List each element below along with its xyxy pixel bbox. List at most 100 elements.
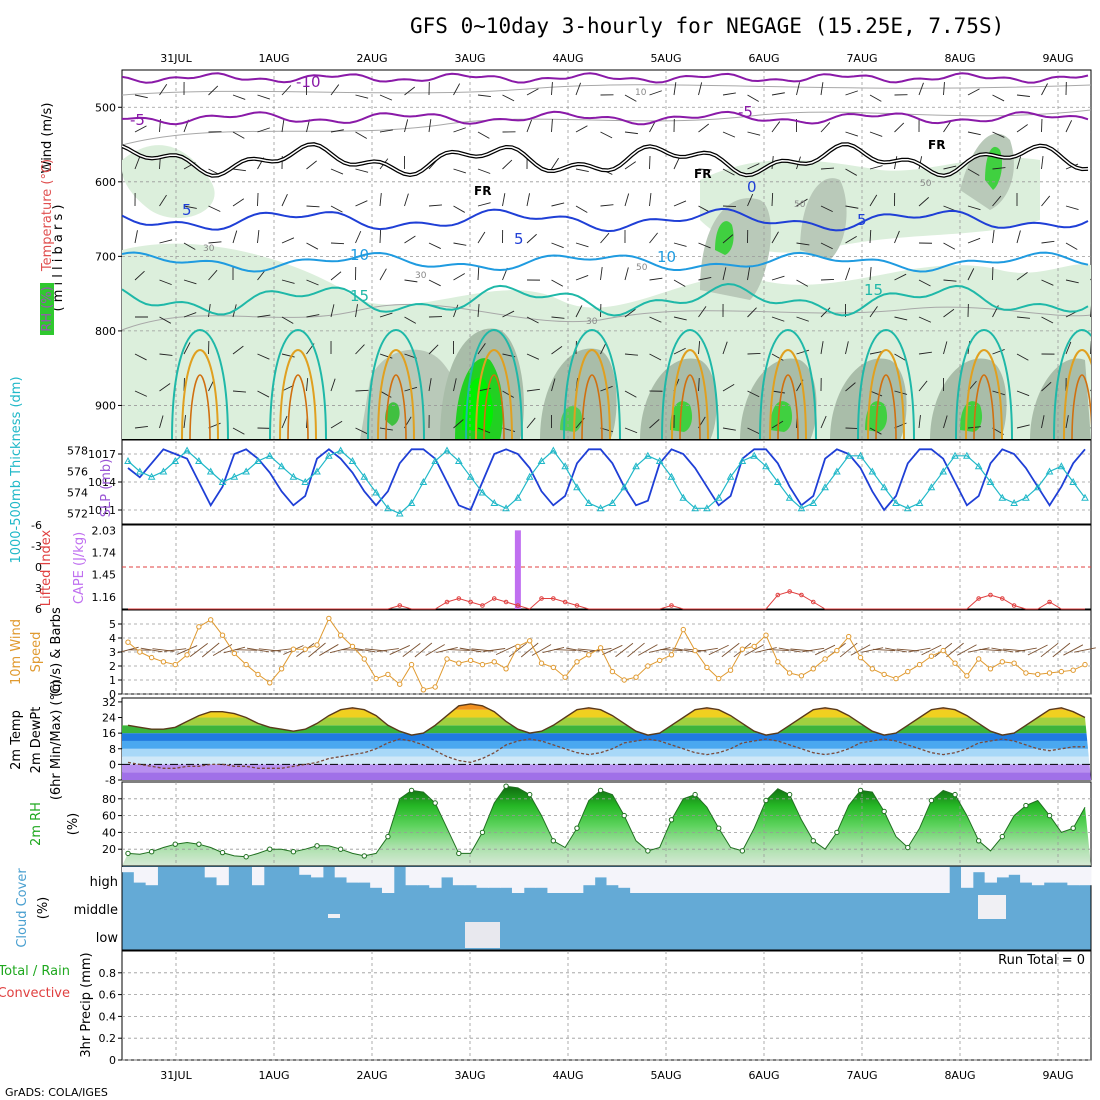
barb-upper-150 [502, 94, 515, 102]
temp-band-5 [122, 733, 1091, 741]
thickness-point-56 [785, 493, 794, 501]
barb-upper-130 [453, 83, 461, 96]
barb-upper-230 [698, 82, 703, 96]
barb-10m-22 [376, 648, 399, 652]
barb-upper-161 [526, 119, 533, 133]
rh2m-point-72 [975, 838, 982, 844]
barb-upper-285 [820, 278, 835, 281]
barb-10m-9 [223, 646, 246, 654]
cloud-high-gap-45 [653, 867, 667, 893]
barb-upper-123 [428, 204, 442, 207]
rh2m-label: 2m RH [29, 802, 44, 846]
wind-speed-point-21 [373, 675, 379, 682]
cloud-middle-gap [978, 895, 1006, 919]
barb-upper-107 [379, 353, 393, 359]
barb-10m-32 [495, 644, 517, 656]
barb-upper-67 [281, 353, 295, 358]
barb-upper-174 [551, 242, 564, 249]
rh-shade-6 [640, 358, 717, 439]
li-point-56 [787, 589, 792, 594]
barb-upper-140 [477, 94, 491, 98]
slp-line [127, 448, 1086, 512]
cape-li-panel: -6 -3 0 3 6 2.03 1.74 1.45 1.16 Lifted Index CAP… [31, 519, 1092, 616]
barb-upper-139 [453, 419, 464, 429]
cloud-high-gap-81 [1079, 867, 1092, 886]
thickness-point-72 [974, 462, 983, 470]
thickness-point-24 [407, 498, 416, 506]
cloud-mid-speck [328, 914, 340, 918]
barb-upper-8 [134, 390, 148, 397]
barb-upper-132 [453, 168, 467, 174]
wind10m-speed-series [125, 615, 1088, 693]
cloud-high-gap-58 [807, 867, 820, 893]
li-point-37 [562, 599, 568, 605]
barb-upper-287 [820, 341, 824, 355]
rh-shade-8 [830, 358, 907, 439]
barb-upper-76 [306, 314, 320, 318]
cloud-high-gap-54 [760, 867, 773, 893]
wind-speed-point-48 [692, 647, 698, 654]
wind-speed-point-49 [704, 664, 710, 671]
barb-upper-332 [943, 165, 957, 170]
barb-upper-138 [453, 378, 457, 392]
date-top-7: 7AUG [846, 52, 877, 65]
cape-bar-33 [514, 530, 521, 609]
isotherm-20-loop-0 [171, 328, 229, 439]
li-point-57 [799, 592, 804, 598]
barb-10m-55 [766, 648, 789, 652]
wind-speed-point-77 [1035, 671, 1041, 678]
thickness-point-34 [525, 472, 534, 480]
barb-upper-114 [404, 235, 416, 244]
barb-upper-250 [747, 94, 759, 102]
wind-speed-point-32 [503, 666, 509, 672]
barb-upper-94 [355, 230, 362, 244]
contour-label-10-b: 10 [657, 248, 676, 266]
barb-upper-368 [1016, 390, 1030, 397]
barb-10m-50 [708, 644, 729, 656]
date-top-0: 31JUL [160, 52, 192, 65]
thickness-point-62 [856, 451, 865, 459]
contour-labels: -10 -5 -5 FR FR FR 0 5 5 5 10 10 15 15 1… [130, 73, 945, 327]
barb-upper-115 [404, 279, 418, 283]
barb-upper-314 [894, 230, 900, 244]
barb-upper-202 [624, 161, 636, 170]
barb-upper-396 [1090, 305, 1091, 318]
barb-upper-158 [502, 390, 514, 398]
barb-upper-73 [306, 205, 320, 208]
barb-upper-105 [379, 268, 387, 281]
li-tick-1: -3 [31, 540, 42, 553]
thickness-point-41 [608, 498, 617, 506]
barb-upper-127 [428, 344, 439, 355]
barb-upper-89 [330, 420, 343, 429]
barb-10m-20 [353, 647, 376, 653]
thickness-point-61 [844, 451, 853, 459]
barb-upper-175 [551, 279, 564, 287]
contour-label-m5-right: -5 [738, 103, 753, 121]
rh2m-point-54 [763, 797, 769, 804]
date-top-4: 4AUG [552, 52, 583, 65]
slp-panel-frame [121, 439, 1092, 525]
temp-band-6 [122, 725, 1091, 734]
barb-10m-79 [1052, 642, 1071, 658]
thickness-point-52 [738, 456, 747, 464]
barb-upper-315 [894, 273, 907, 281]
cloud-high-gap-65 [890, 867, 903, 893]
wind-speed-point-73 [987, 666, 994, 672]
barb-upper-184 [575, 242, 589, 248]
barb-upper-293 [845, 205, 859, 209]
rh2m-point-4 [172, 841, 178, 847]
thickness-point-21 [372, 488, 380, 496]
barb-upper-54 [257, 230, 260, 244]
barb-10m-8 [212, 643, 233, 657]
isotherm-20-loop-5 [661, 328, 719, 439]
rh2m-point-38 [574, 825, 580, 831]
thk-tick-0: 578 [67, 445, 88, 458]
barb-upper-163 [526, 193, 530, 207]
barb-upper-292 [845, 168, 858, 176]
barb-upper-242 [722, 168, 735, 176]
rh-legend: RH (%) [40, 286, 55, 331]
cloud-high-gap-36 [547, 867, 560, 893]
barb-upper-240 [722, 92, 736, 96]
temp-ticks: 32 24 16 8 0 -8 [102, 696, 122, 787]
rh2m-point-62 [857, 787, 864, 794]
